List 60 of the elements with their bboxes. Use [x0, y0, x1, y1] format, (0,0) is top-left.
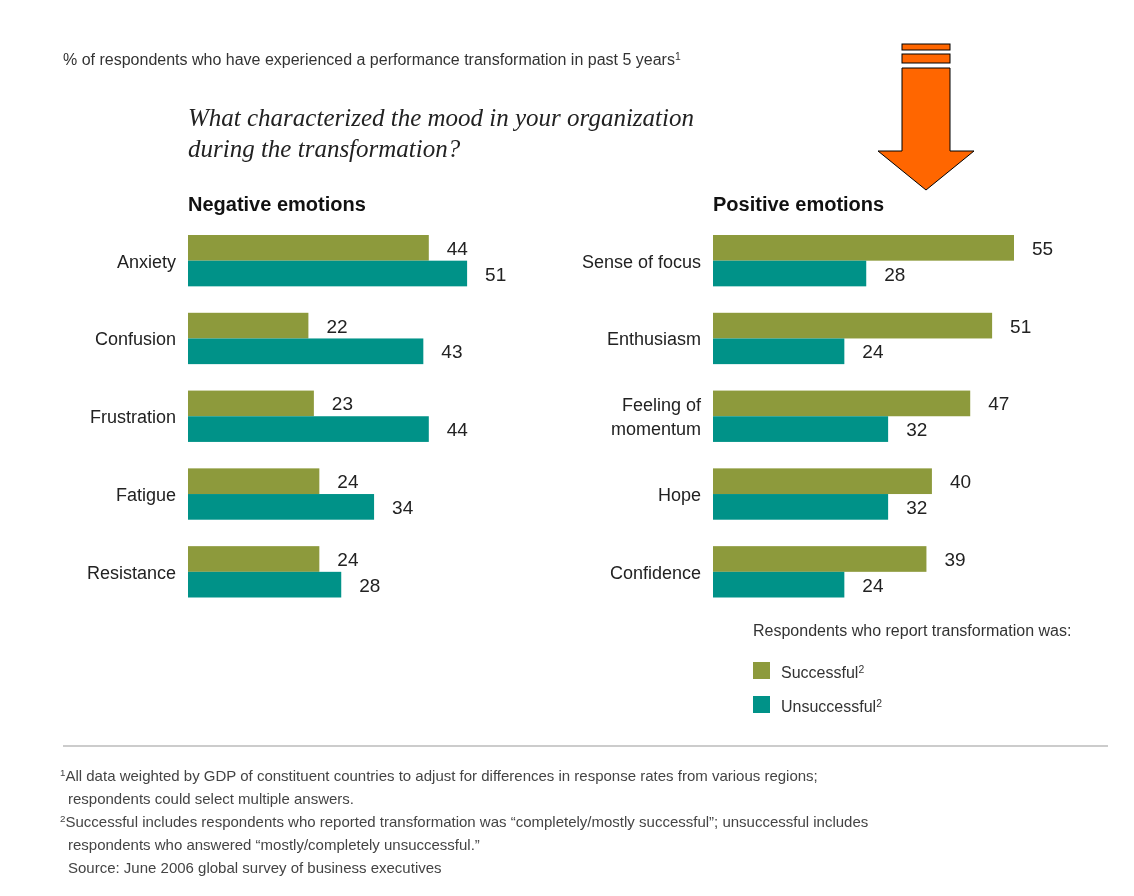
text: $^{2}$Successful includes respondents who reported transformation was “completely/mostly successful”; unsuccessful includes respondents who answered “mostly/completely unsuccessful.” — [60, 812, 869, 853]
bar — [713, 494, 889, 520]
data-label: 34 — [392, 496, 414, 518]
data-label: 44 — [446, 419, 469, 441]
data-label: 47 — [988, 393, 1010, 415]
y-tick-label: Hope — [657, 485, 701, 506]
y-tick-label: Feeling of momentum — [610, 395, 702, 440]
chart-title: Negative emotions — [188, 193, 366, 215]
bar — [713, 416, 889, 442]
bar — [188, 571, 342, 598]
data-label: 44 — [446, 237, 469, 259]
data-label: 22 — [326, 315, 348, 337]
y-tick-label: Sense of focus — [581, 251, 701, 272]
bar — [713, 571, 845, 598]
data-label: 32 — [906, 419, 928, 441]
y-tick-label: Enthusiasm — [606, 329, 701, 350]
text: What characterized the mood in your organization during the transformation? — [188, 104, 694, 162]
data-label: 55 — [1032, 237, 1054, 259]
data-label: 28 — [884, 263, 906, 285]
data-label: 24 — [862, 574, 884, 596]
bar — [713, 312, 993, 339]
data-label: 23 — [331, 393, 354, 415]
legend-label: Successful$^{2}$ — [781, 663, 865, 681]
text: % of respondents who have experienced a performance transformation in past 5 years$^{1}$ — [63, 50, 681, 68]
legend-title: Respondents who report transformation was: — [753, 622, 1072, 639]
bar — [713, 235, 1014, 261]
data-label: 28 — [359, 574, 381, 596]
bar — [713, 338, 845, 365]
bar — [188, 546, 320, 572]
data-label: 32 — [906, 496, 928, 518]
data-label: 51 — [1010, 315, 1032, 337]
data-label: 51 — [485, 263, 507, 285]
bar — [188, 235, 429, 261]
text: $^{1}$All data weighted by GDP of constituent countries to adjust for differences in response rates from various regions; respondents could select multiple answers. — [60, 766, 818, 807]
y-tick-label: Fatigue — [115, 485, 176, 506]
data-label: 24 — [337, 548, 359, 570]
chart-title: Positive emotions — [713, 193, 885, 215]
data-label: 40 — [949, 471, 972, 493]
data-label: 24 — [862, 341, 884, 363]
bar — [188, 494, 375, 520]
y-tick-label: Resistance — [86, 562, 176, 583]
bar — [188, 312, 309, 339]
y-tick-label: Confidence — [609, 562, 701, 583]
y-tick-label: Confusion — [94, 329, 176, 350]
bar — [188, 390, 314, 417]
y-tick-label: Anxiety — [116, 251, 176, 272]
data-label: 24 — [337, 471, 359, 493]
y-tick-label: Frustration — [89, 407, 176, 428]
source-note: Source: June 2006 global survey of business executives — [68, 859, 442, 876]
bar — [188, 260, 468, 287]
bar — [188, 468, 320, 495]
data-label: 39 — [944, 548, 966, 570]
bar — [713, 390, 971, 417]
legend-label: Unsuccessful$^{2}$ — [781, 697, 883, 715]
data-label: 43 — [441, 341, 463, 363]
bar — [188, 338, 424, 365]
bar — [713, 260, 867, 287]
bar — [713, 468, 932, 495]
bar — [188, 416, 429, 442]
bar — [713, 546, 927, 572]
